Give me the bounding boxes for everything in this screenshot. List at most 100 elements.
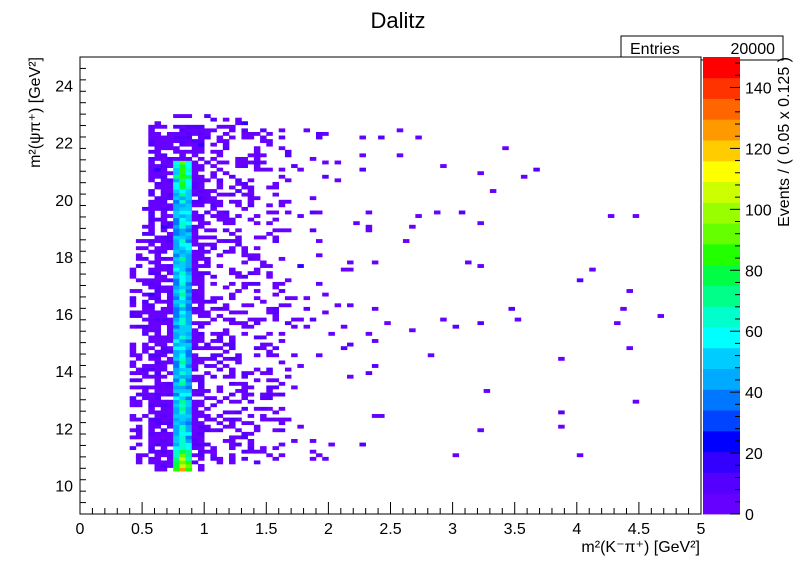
heatmap-cell xyxy=(160,267,168,272)
heatmap-cell xyxy=(173,217,180,222)
heatmap-cell xyxy=(197,346,205,351)
heatmap-cell xyxy=(266,142,273,147)
heatmap-cell xyxy=(185,310,193,315)
heatmap-cell xyxy=(229,446,236,451)
heatmap-cell xyxy=(154,414,162,418)
heatmap-cell xyxy=(272,281,280,286)
heatmap-cell xyxy=(241,331,248,336)
heatmap-cell xyxy=(204,235,211,240)
heatmap-cell xyxy=(260,392,267,397)
heatmap-cell xyxy=(191,160,199,165)
heatmap-cell xyxy=(266,221,273,226)
heatmap-cell xyxy=(148,231,155,236)
heatmap-cell xyxy=(142,453,149,458)
heatmap-cell xyxy=(359,153,366,158)
heatmap-cell xyxy=(166,142,174,147)
heatmap-cell xyxy=(142,256,149,261)
heatmap-cell xyxy=(173,353,180,358)
heatmap-cell xyxy=(272,239,280,243)
heatmap-cell xyxy=(229,442,236,447)
heatmap-cell xyxy=(185,321,193,326)
heatmap-cell xyxy=(247,153,255,158)
palette-swatch xyxy=(703,77,740,99)
heatmap-cell xyxy=(216,360,224,365)
heatmap-cell xyxy=(191,178,199,183)
heatmap-cell xyxy=(291,324,298,329)
heatmap-cell xyxy=(160,353,168,358)
heatmap-cell xyxy=(197,296,205,301)
heatmap-cell xyxy=(179,264,186,268)
heatmap-cell xyxy=(216,214,224,218)
heatmap-cell xyxy=(160,389,168,393)
heatmap-cell xyxy=(154,281,162,286)
heatmap-cell xyxy=(142,396,149,401)
heatmap-cell xyxy=(185,328,193,333)
heatmap-cell xyxy=(148,174,155,179)
heatmap-cell xyxy=(235,160,242,165)
heatmap-cell xyxy=(185,371,193,376)
heatmap-cell xyxy=(247,135,255,140)
heatmap-cell xyxy=(204,128,211,133)
heatmap-cell xyxy=(253,153,261,158)
heatmap-cell xyxy=(154,378,162,383)
heatmap-cell xyxy=(129,396,137,401)
heatmap-cell xyxy=(160,185,168,190)
heatmap-cell xyxy=(185,299,193,304)
heatmap-cell xyxy=(166,164,174,168)
heatmap-cell xyxy=(210,228,217,233)
heatmap-cell xyxy=(347,303,354,308)
x-axis-label: m²(K⁻π⁺) [GeV²] xyxy=(581,539,700,556)
heatmap-cell xyxy=(247,199,255,204)
y-tick-label: 14 xyxy=(55,364,73,381)
heatmap-cell xyxy=(173,206,180,211)
heatmap-cell xyxy=(204,242,211,247)
heatmap-cell xyxy=(241,156,248,161)
heatmap-cell xyxy=(241,181,248,186)
heatmap-cell xyxy=(129,310,137,315)
heatmap-cell xyxy=(334,303,342,308)
heatmap-cell xyxy=(179,460,186,465)
heatmap-cell xyxy=(191,231,199,236)
heatmap-cell xyxy=(210,174,217,179)
heatmap-cell xyxy=(154,142,162,147)
heatmap-cell xyxy=(191,203,199,208)
heatmap-cell xyxy=(197,242,205,247)
x-tick-label: 2 xyxy=(324,521,333,538)
heatmap-cell xyxy=(266,389,273,393)
heatmap-cell xyxy=(204,299,211,304)
heatmap-cell xyxy=(229,453,236,458)
heatmap-cell xyxy=(260,396,267,401)
heatmap-cell xyxy=(173,264,180,268)
heatmap-cell xyxy=(222,221,230,226)
heatmap-cell xyxy=(222,171,230,176)
heatmap-cell xyxy=(216,167,224,172)
heatmap-cell xyxy=(142,331,149,336)
heatmap-cell xyxy=(204,249,211,254)
heatmap-cell xyxy=(142,364,149,368)
heatmap-cell xyxy=(197,414,205,418)
heatmap-cell xyxy=(197,424,205,429)
heatmap-cell xyxy=(135,324,143,329)
heatmap-cell xyxy=(291,385,298,390)
heatmap-cell xyxy=(154,442,162,447)
heatmap-cell xyxy=(148,314,155,318)
heatmap-cell xyxy=(148,249,155,254)
heatmap-cell xyxy=(179,324,186,329)
heatmap-cell xyxy=(154,278,162,283)
heatmap-cell xyxy=(365,210,373,215)
heatmap-cell xyxy=(173,460,180,465)
heatmap-cell xyxy=(197,278,205,283)
heatmap-cell xyxy=(148,139,155,143)
heatmap-cell xyxy=(197,174,205,179)
heatmap-cell xyxy=(173,417,180,422)
heatmap-cell xyxy=(160,203,168,208)
heatmap-cell xyxy=(278,331,286,336)
heatmap-cell xyxy=(160,364,168,368)
heatmap-cell xyxy=(154,371,162,376)
heatmap-cell xyxy=(247,253,255,258)
heatmap-cell xyxy=(173,178,180,183)
heatmap-cell xyxy=(210,149,217,154)
heatmap-cell xyxy=(216,456,224,461)
heatmap-cell xyxy=(247,192,255,197)
heatmap-cell xyxy=(185,367,193,372)
